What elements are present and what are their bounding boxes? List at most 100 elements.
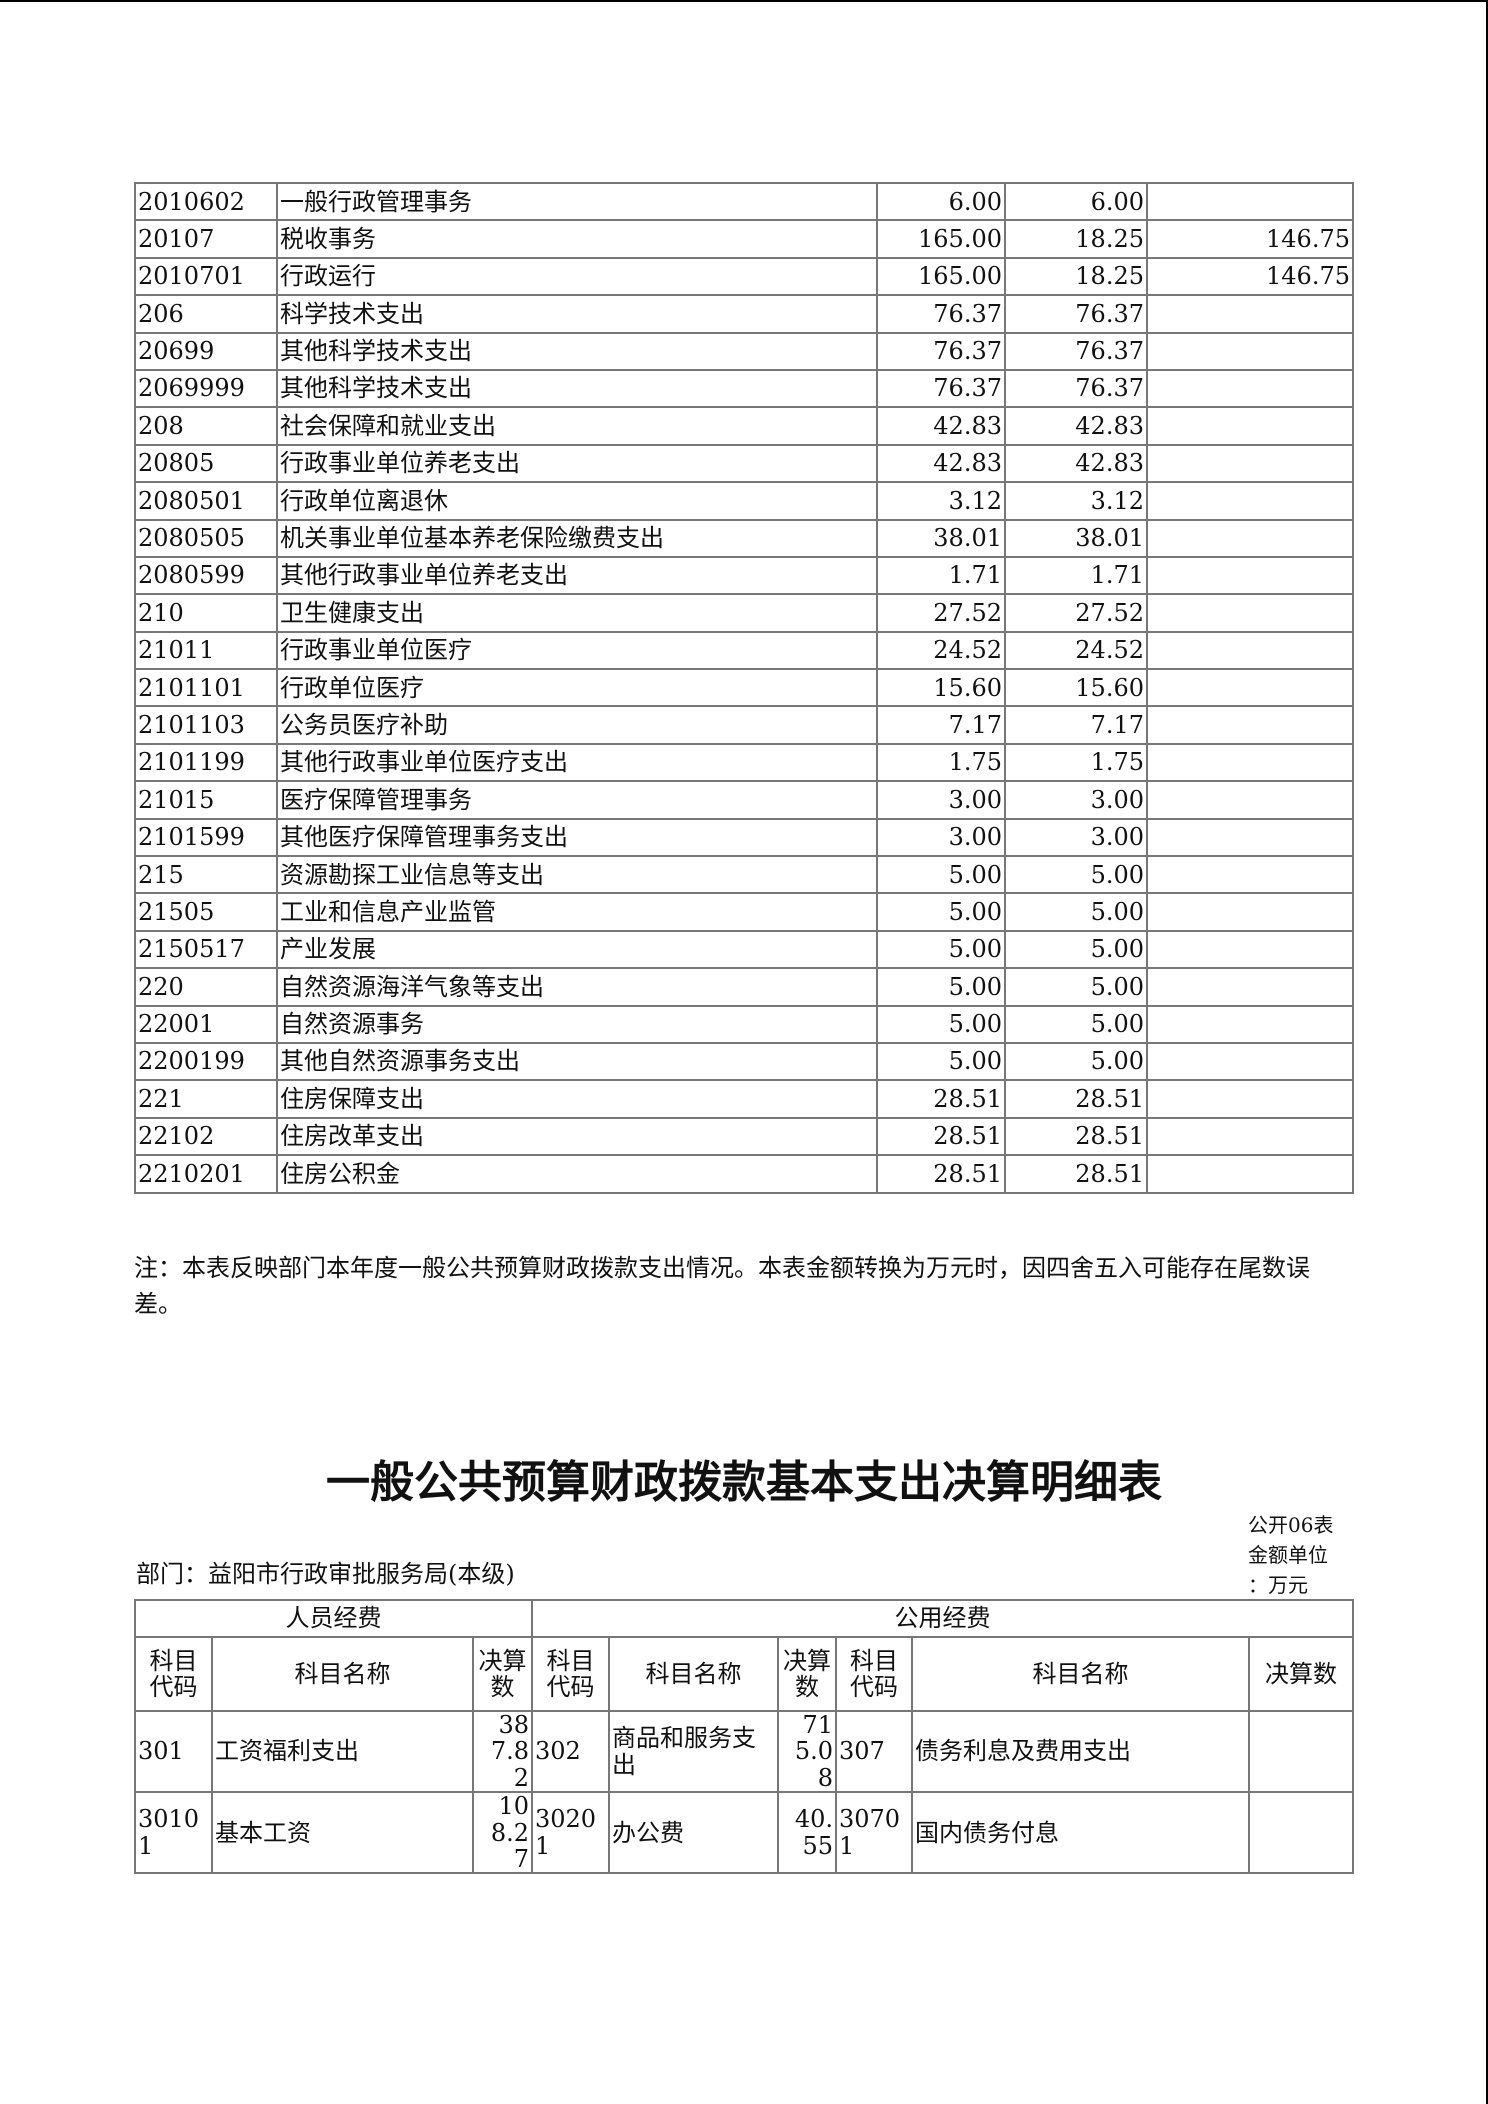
name-cell: 医疗保障管理事务	[276, 780, 878, 820]
code-cell: 206	[134, 294, 278, 334]
basic-cell: 18.25	[1004, 219, 1148, 259]
total-cell: 5.00	[876, 892, 1006, 932]
code-cell: 301	[134, 1709, 213, 1794]
code-cell: 2080599	[134, 555, 278, 596]
total-cell: 24.52	[876, 630, 1006, 671]
name-cell: 债务利息及费用支出	[911, 1709, 1250, 1794]
total-cell: 5.00	[876, 929, 1006, 970]
code-cell: 2101101	[134, 668, 278, 708]
column-header: 科目名称	[211, 1636, 474, 1712]
basic-cell: 76.37	[1004, 368, 1148, 409]
project-cell	[1146, 742, 1354, 783]
basic-cell: 1.71	[1004, 555, 1148, 596]
code-cell: 21011	[134, 630, 278, 671]
table-row: 2101101 行政单位医疗 15.60 15.60	[134, 668, 1354, 708]
name-cell: 其他科学技术支出	[276, 331, 878, 371]
name-cell: 税收事务	[276, 219, 878, 259]
code-cell: 2080501	[134, 481, 278, 521]
total-cell: 1.75	[876, 742, 1006, 783]
code-cell: 2210201	[134, 1154, 278, 1194]
code-cell: 2069999	[134, 368, 278, 409]
total-cell: 42.83	[876, 406, 1006, 446]
table-row: 2210201 住房公积金 28.51 28.51	[134, 1154, 1354, 1194]
total-cell: 3.00	[876, 780, 1006, 820]
code-cell: 22001	[134, 1004, 278, 1044]
amount-cell: 387.82	[472, 1709, 533, 1794]
project-cell	[1146, 443, 1354, 484]
project-cell	[1146, 331, 1354, 371]
name-cell: 基本工资	[211, 1791, 474, 1875]
code-cell: 30201	[531, 1791, 610, 1875]
name-cell: 机关事业单位基本养老保险缴费支出	[276, 518, 878, 558]
name-cell: 资源勘探工业信息等支出	[276, 855, 878, 895]
table-row: 20107 税收事务 165.00 18.25 146.75	[134, 219, 1354, 259]
project-cell	[1146, 1041, 1354, 1082]
project-cell	[1146, 967, 1354, 1007]
name-cell: 住房公积金	[276, 1154, 878, 1194]
total-cell: 5.00	[876, 855, 1006, 895]
table-row: 30101 基本工资 108.27 30201 办公费 40.55 30701 国内债务付息	[134, 1791, 1354, 1875]
name-cell: 行政运行	[276, 256, 878, 297]
code-cell: 220	[134, 967, 278, 1007]
project-cell	[1146, 929, 1354, 970]
table-row: 2101103 公务员医疗补助 7.17 7.17	[134, 705, 1354, 745]
total-cell: 76.37	[876, 294, 1006, 334]
total-cell: 27.52	[876, 593, 1006, 633]
code-cell: 2150517	[134, 929, 278, 970]
code-cell: 21505	[134, 892, 278, 932]
basic-cell: 3.00	[1004, 780, 1148, 820]
table-row: 2069999 其他科学技术支出 76.37 76.37	[134, 368, 1354, 409]
project-cell	[1146, 668, 1354, 708]
table-row: 215 资源勘探工业信息等支出 5.00 5.00	[134, 855, 1354, 895]
total-cell: 5.00	[876, 1004, 1006, 1044]
project-cell	[1146, 1004, 1354, 1044]
code-cell: 210	[134, 593, 278, 633]
basic-cell: 28.51	[1004, 1079, 1148, 1119]
code-cell: 2010701	[134, 256, 278, 297]
code-cell: 22102	[134, 1116, 278, 1157]
table-row: 22102 住房改革支出 28.51 28.51	[134, 1116, 1354, 1157]
amount-cell: 40.55	[777, 1791, 837, 1875]
code-cell: 20107	[134, 219, 278, 259]
project-cell	[1146, 1154, 1354, 1194]
column-header: 科目代码	[134, 1636, 213, 1712]
name-cell: 自然资源海洋气象等支出	[276, 967, 878, 1007]
name-cell: 工业和信息产业监管	[276, 892, 878, 932]
page-title: 一般公共预算财政拨款基本支出决算明细表	[326, 1457, 1162, 1508]
name-cell: 国内债务付息	[911, 1791, 1250, 1875]
total-cell: 28.51	[876, 1079, 1006, 1119]
table-number: 公开06表	[1248, 1513, 1334, 1537]
basic-cell: 27.52	[1004, 593, 1148, 633]
table-row: 22001 自然资源事务 5.00 5.00	[134, 1004, 1354, 1044]
total-cell: 28.51	[876, 1116, 1006, 1157]
project-cell: 146.75	[1146, 256, 1354, 297]
code-cell: 30701	[835, 1791, 913, 1875]
table-row: 21011 行政事业单位医疗 24.52 24.52	[134, 630, 1354, 671]
table-row: 210 卫生健康支出 27.52 27.52	[134, 593, 1354, 633]
table-row: 21505 工业和信息产业监管 5.00 5.00	[134, 892, 1354, 932]
column-header: 科目代码	[835, 1636, 913, 1712]
name-cell: 自然资源事务	[276, 1004, 878, 1044]
project-cell	[1146, 630, 1354, 671]
project-cell	[1146, 1116, 1354, 1157]
project-cell	[1146, 294, 1354, 334]
project-cell	[1146, 705, 1354, 745]
project-cell	[1146, 593, 1354, 633]
table-row: 2101599 其他医疗保障管理事务支出 3.00 3.00	[134, 817, 1354, 858]
name-cell: 社会保障和就业支出	[276, 406, 878, 446]
name-cell: 行政单位医疗	[276, 668, 878, 708]
project-cell	[1146, 555, 1354, 596]
code-cell: 215	[134, 855, 278, 895]
amount-cell: 715.08	[777, 1709, 837, 1794]
basic-cell: 5.00	[1004, 929, 1148, 970]
column-header: 科目代码	[531, 1636, 610, 1712]
name-cell: 其他行政事业单位养老支出	[276, 555, 878, 596]
basic-cell: 42.83	[1004, 406, 1148, 446]
basic-cell: 42.83	[1004, 443, 1148, 484]
basic-cell: 5.00	[1004, 892, 1148, 932]
basic-cell: 7.17	[1004, 705, 1148, 745]
project-cell	[1146, 368, 1354, 409]
table-row: 2200199 其他自然资源事务支出 5.00 5.00	[134, 1041, 1354, 1082]
table-row: 2150517 产业发展 5.00 5.00	[134, 929, 1354, 970]
table-row: 220 自然资源海洋气象等支出 5.00 5.00	[134, 967, 1354, 1007]
